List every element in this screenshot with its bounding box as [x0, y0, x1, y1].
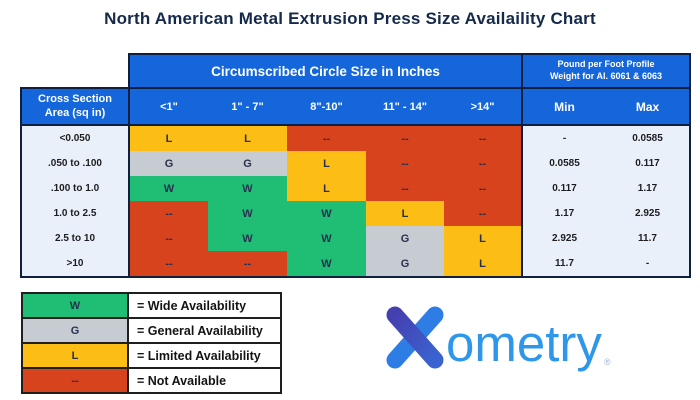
availability-cell: L: [444, 251, 522, 278]
max-value: 11.7: [606, 226, 691, 251]
table-row: .100 to 1.0 W W L -- -- 0.117 1.17: [20, 176, 691, 201]
row-label: >10: [20, 251, 130, 278]
availability-cell: L: [287, 151, 366, 176]
legend-swatch-general: G: [21, 317, 129, 344]
legend-row: L = Limited Availability: [21, 342, 282, 369]
legend: W = Wide Availability G = General Availa…: [21, 292, 282, 394]
row-label: <0.050: [20, 125, 130, 151]
max-value: -: [606, 251, 691, 278]
logo-x-indigo-stroke: [386, 306, 444, 369]
availability-cell: W: [208, 176, 287, 201]
availability-cell: --: [287, 125, 366, 151]
pound-per-foot-header: Pound per Foot Profile Weight for Al. 60…: [521, 53, 691, 89]
row-label: 2.5 to 10: [20, 226, 130, 251]
availability-cell: L: [444, 226, 522, 251]
table-row: 1.0 to 2.5 -- W W L -- 1.17 2.925: [20, 201, 691, 226]
legend-label-wide: = Wide Availability: [127, 292, 282, 319]
availability-cell: L: [366, 201, 444, 226]
legend-label-limited: = Limited Availability: [127, 342, 282, 369]
row-label: .050 to .100: [20, 151, 130, 176]
availability-cell: --: [129, 201, 208, 226]
table-row: <0.050 L L -- -- -- - 0.0585: [20, 125, 691, 151]
table-row: Cross Section Area (sq in) <1" 1" - 7" 8…: [20, 87, 691, 126]
min-value: 0.0585: [521, 151, 606, 176]
page-title: North American Metal Extrusion Press Siz…: [104, 9, 596, 28]
availability-cell: G: [366, 226, 444, 251]
availability-cell: --: [366, 176, 444, 201]
circumscribed-circle-header: Circumscribed Circle Size in Inches: [128, 53, 522, 89]
min-header: Min: [521, 87, 606, 126]
availability-cell: --: [366, 125, 444, 151]
table-row: .050 to .100 G G L -- -- 0.0585 0.117: [20, 151, 691, 176]
availability-table: Circumscribed Circle Size in Inches Poun…: [20, 53, 691, 278]
availability-cell: --: [129, 226, 208, 251]
min-value: 0.117: [521, 176, 606, 201]
availability-cell: L: [129, 125, 208, 151]
legend-swatch-limited: L: [21, 342, 129, 369]
availability-cell: L: [208, 125, 287, 151]
corner-spacer: [21, 54, 129, 88]
availability-cell: W: [208, 226, 287, 251]
availability-cell: --: [444, 125, 522, 151]
pound-per-foot-header-line1: Pound per Foot Profile: [557, 59, 655, 70]
min-value: 2.925: [521, 226, 606, 251]
column-header-1-7in: 1" - 7": [208, 87, 287, 126]
max-value: 2.925: [606, 201, 691, 226]
min-value: -: [521, 125, 606, 151]
min-value: 11.7: [521, 251, 606, 278]
max-value: 0.117: [606, 151, 691, 176]
max-value: 1.17: [606, 176, 691, 201]
pound-per-foot-header-line2: Weight for Al. 6061 & 6063: [549, 71, 663, 81]
availability-cell: --: [444, 201, 522, 226]
column-header-8-10in: 8"-10": [287, 87, 366, 126]
row-label: .100 to 1.0: [20, 176, 130, 201]
table-row: >10 -- -- W G L 11.7 -: [20, 251, 691, 278]
availability-cell: --: [208, 251, 287, 278]
availability-cell: W: [208, 201, 287, 226]
max-value: 0.0585: [606, 125, 691, 151]
min-value: 1.17: [521, 201, 606, 226]
column-header-gt14in: >14": [444, 87, 522, 126]
logo-registered-mark: ®: [604, 357, 611, 367]
legend-label-general: = General Availability: [127, 317, 282, 344]
legend-row: -- = Not Available: [21, 367, 282, 394]
availability-cell: --: [444, 151, 522, 176]
availability-cell: --: [129, 251, 208, 278]
column-header-lt1in: <1": [128, 87, 208, 126]
logo-wordmark: ometry: [446, 315, 602, 372]
legend-row: W = Wide Availability: [21, 292, 282, 319]
availability-cell: --: [444, 176, 522, 201]
legend-label-notavailable: = Not Available: [127, 367, 282, 394]
cross-section-area-header-line2: Area (sq in): [44, 106, 106, 119]
availability-cell: G: [208, 151, 287, 176]
max-header: Max: [606, 87, 691, 126]
row-label: 1.0 to 2.5: [20, 201, 130, 226]
availability-cell: G: [129, 151, 208, 176]
column-header-11-14in: 11" - 14": [366, 87, 444, 126]
xometry-logo: ometry ®: [380, 302, 625, 374]
table-row: Circumscribed Circle Size in Inches Poun…: [21, 53, 691, 89]
availability-cell: G: [366, 251, 444, 278]
cross-section-area-header-line1: Cross Section: [38, 92, 112, 105]
availability-cell: W: [287, 201, 366, 226]
legend-swatch-wide: W: [21, 292, 129, 319]
availability-cell: --: [366, 151, 444, 176]
availability-cell: L: [287, 176, 366, 201]
xometry-logo-graphic: ometry ®: [386, 306, 611, 372]
table-row: 2.5 to 10 -- W W G L 2.925 11.7: [20, 226, 691, 251]
legend-row: G = General Availability: [21, 317, 282, 344]
availability-cell: W: [129, 176, 208, 201]
availability-cell: W: [287, 251, 366, 278]
cross-section-area-header: Cross Section Area (sq in): [20, 87, 130, 126]
legend-swatch-notavailable: --: [21, 367, 129, 394]
availability-cell: W: [287, 226, 366, 251]
